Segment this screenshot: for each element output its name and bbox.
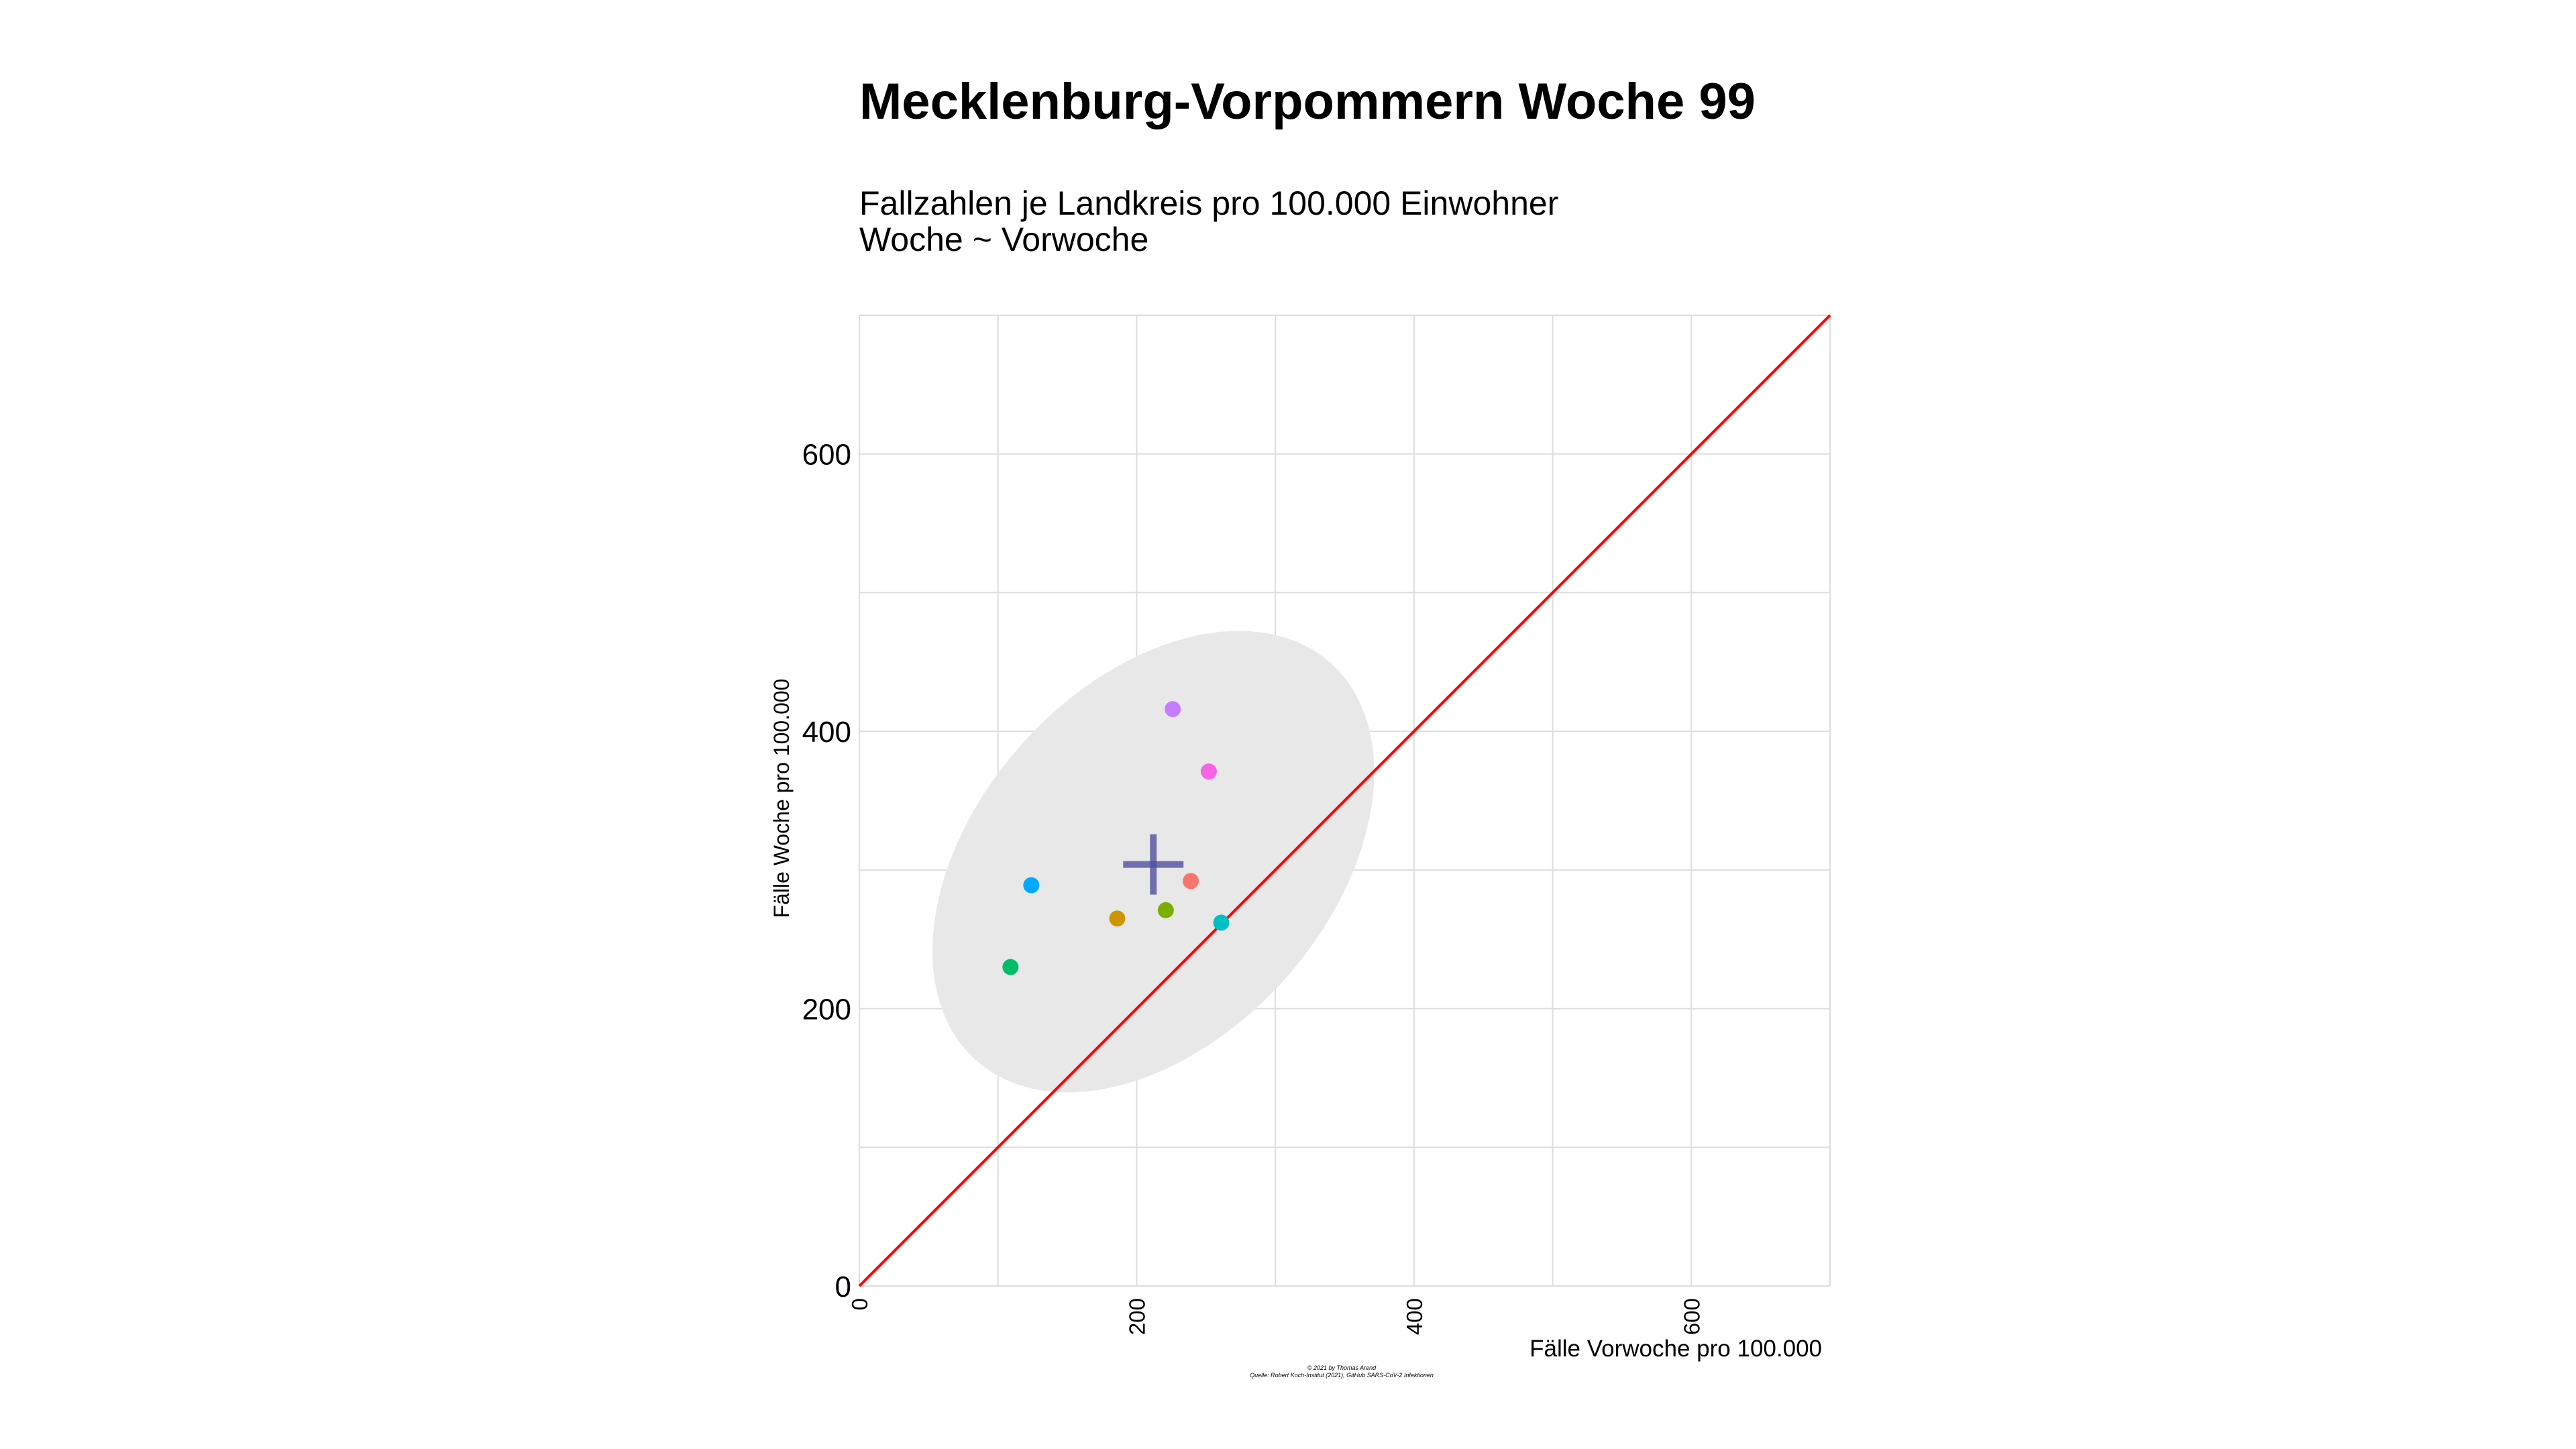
data-point <box>1157 902 1174 918</box>
data-point <box>1023 877 1040 894</box>
y-tick-label: 200 <box>802 994 851 1026</box>
x-tick-label: 600 <box>1679 1298 1704 1335</box>
x-axis-label: Fälle Vorwoche pro 100.000 <box>1529 1336 1822 1362</box>
y-tick-label: 600 <box>802 439 851 472</box>
data-point <box>1109 910 1126 927</box>
y-tick-label: 400 <box>802 716 851 749</box>
y-axis-label: Fälle Woche pro 100.000 <box>769 679 794 918</box>
data-point <box>1183 873 1199 890</box>
axis-tick-labels: 0 200 400 600 0 200 400 600 <box>802 439 1705 1335</box>
copyright-text: © 2021 by Thomas Arend <box>1307 1364 1377 1371</box>
x-tick-label: 200 <box>1124 1298 1149 1335</box>
data-point <box>1213 914 1230 931</box>
data-point <box>1165 701 1181 718</box>
chart-title: Mecklenburg-Vorpommern Woche 99 <box>859 73 1756 130</box>
identity-reference-line <box>858 314 1831 1287</box>
source-text: Quelle: Robert Koch-Institut (2021), Git… <box>1250 1372 1434 1379</box>
y-tick-label: 0 <box>835 1271 851 1303</box>
chart-subtitle-line2: Woche ~ Vorwoche <box>859 221 1149 258</box>
source-caption: © 2021 by Thomas Arend Quelle: Robert Ko… <box>1241 1364 1442 1379</box>
chart-subtitle-line1: Fallzahlen je Landkreis pro 100.000 Einw… <box>859 184 1559 222</box>
data-point <box>1200 763 1217 780</box>
mean-marker <box>1123 834 1184 895</box>
x-tick-label: 400 <box>1402 1298 1427 1335</box>
x-tick-label: 0 <box>847 1298 872 1310</box>
data-point <box>1002 959 1019 975</box>
data-points <box>1002 701 1230 975</box>
